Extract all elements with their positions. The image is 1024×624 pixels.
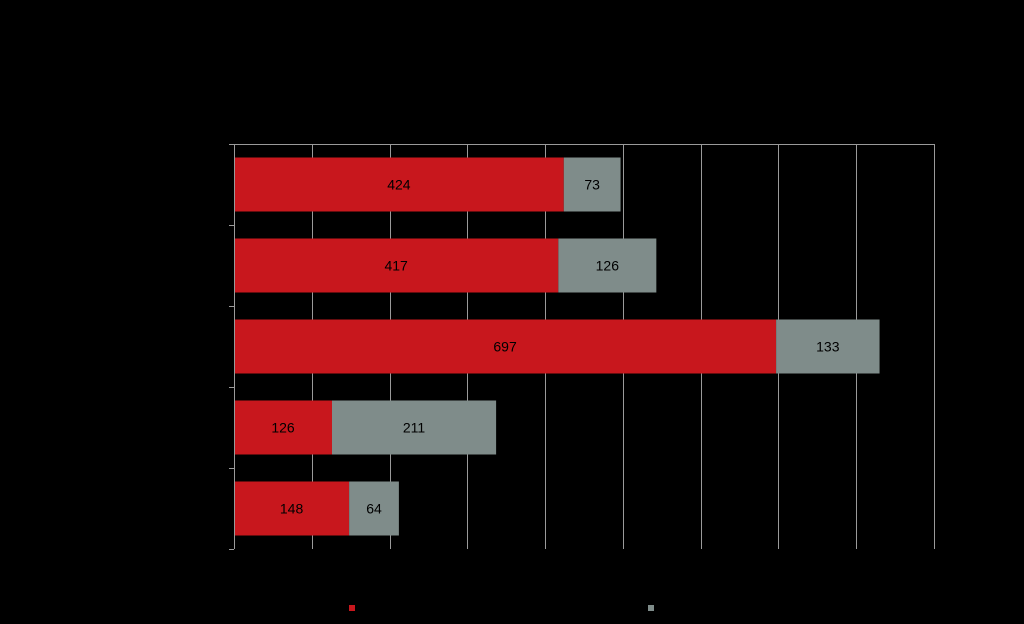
bar-value-label: 126 [271, 420, 295, 436]
bar-value-labels: 424 73 417 126 697 133 126 211 148 64 [271, 177, 839, 517]
legend-swatch-series-1 [349, 605, 355, 611]
bar-value-label: 148 [280, 501, 304, 517]
bar-value-label: 64 [366, 501, 382, 517]
bar-segment-series-2 [563, 157, 621, 212]
bar-value-label: 73 [584, 177, 600, 193]
bars [234, 157, 880, 536]
legend-swatch-series-2 [648, 605, 654, 611]
bar-value-label: 211 [403, 420, 426, 436]
bar-value-label: 697 [493, 339, 517, 355]
bar-value-label: 126 [596, 258, 620, 274]
bar-segment-series-2 [332, 400, 497, 455]
bar-value-label: 133 [816, 339, 840, 355]
bar-segment-series-1 [234, 238, 559, 293]
bar-segment-series-2 [776, 319, 880, 374]
bar-segment-series-2 [558, 238, 657, 293]
bar-value-label: 417 [384, 258, 408, 274]
bar-segment-series-1 [234, 481, 350, 536]
bar-segment-series-2 [349, 481, 399, 536]
axes [229, 144, 934, 550]
bar-segment-series-1 [234, 319, 777, 374]
bar-segment-series-1 [234, 157, 564, 212]
bar-segment-series-1 [234, 400, 332, 455]
bar-value-label: 424 [387, 177, 411, 193]
